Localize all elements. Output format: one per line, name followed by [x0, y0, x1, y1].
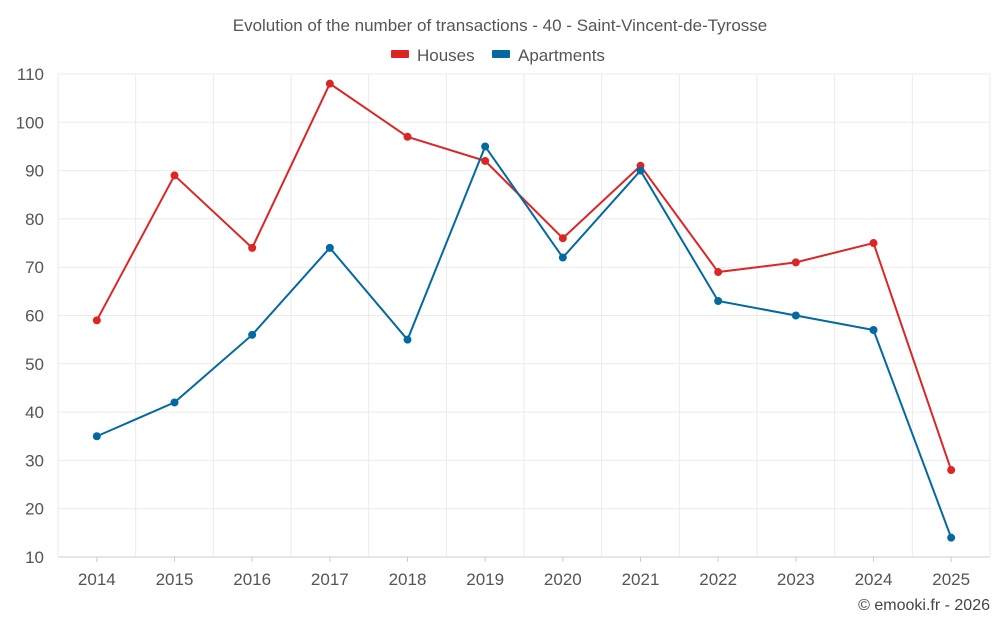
y-tick-label: 20: [25, 500, 44, 519]
series-line: [96, 144, 953, 539]
y-tick-label: 90: [25, 162, 44, 181]
data-point: [92, 432, 101, 441]
data-point: [558, 234, 567, 243]
series-houses: [92, 79, 956, 475]
y-tick-label: 60: [25, 307, 44, 326]
data-point: [869, 239, 878, 248]
y-tick-label: 30: [25, 451, 44, 470]
data-point: [403, 132, 412, 141]
data-point: [170, 171, 179, 180]
y-tick-label: 50: [25, 355, 44, 374]
grid: [57, 73, 991, 558]
legend-label: Houses: [417, 46, 475, 65]
legend-label: Apartments: [518, 46, 605, 65]
legend: Houses Apartments: [391, 46, 605, 65]
y-axis: 10 20 30 40 50 60 70 80 90 100 110: [16, 65, 44, 567]
data-point: [325, 243, 334, 252]
data-point: [791, 258, 800, 267]
x-tick-label: 2016: [233, 570, 271, 589]
y-tick-label: 80: [25, 210, 44, 229]
data-point: [248, 243, 257, 252]
data-point: [947, 533, 956, 542]
y-tick-label: 110: [17, 65, 44, 84]
data-point: [403, 335, 412, 344]
data-point: [791, 311, 800, 320]
data-point: [947, 466, 956, 475]
legend-swatch: [391, 50, 409, 58]
credit-text: © emooki.fr - 2026: [858, 597, 990, 614]
y-tick-label: 10: [25, 548, 44, 567]
data-point: [558, 253, 567, 262]
x-tick-label: 2020: [544, 570, 582, 589]
y-tick-label: 40: [25, 403, 44, 422]
x-tick-label: 2015: [156, 570, 194, 589]
series-apartments: [92, 142, 956, 542]
data-point: [481, 142, 490, 151]
y-tick-label: 70: [25, 258, 44, 277]
data-point: [170, 398, 179, 407]
data-point: [92, 316, 101, 325]
chart-title: Evolution of the number of transactions …: [233, 16, 768, 35]
x-tick-label: 2017: [311, 570, 349, 589]
series-line: [95, 82, 953, 471]
x-tick-label: 2021: [622, 570, 660, 589]
y-tick-label: 100: [16, 113, 44, 132]
x-tick-label: 2019: [466, 570, 504, 589]
data-point: [714, 268, 723, 277]
data-point: [248, 330, 257, 339]
x-tick-label: 2023: [777, 570, 815, 589]
series-group: [92, 79, 956, 542]
data-point: [636, 166, 645, 175]
x-tick-label: 2022: [699, 570, 737, 589]
x-tick-label: 2025: [932, 570, 970, 589]
x-tick-label: 2014: [78, 570, 116, 589]
data-point: [481, 156, 490, 165]
x-tick-label: 2018: [389, 570, 427, 589]
x-axis: 2014 2015 2016 2017 2018 2019 2020 2021 2022 2023…: [78, 557, 970, 589]
data-point: [714, 297, 723, 306]
data-point: [325, 79, 334, 88]
data-point: [869, 325, 878, 334]
x-tick-label: 2024: [855, 570, 893, 589]
legend-swatch: [492, 50, 510, 58]
